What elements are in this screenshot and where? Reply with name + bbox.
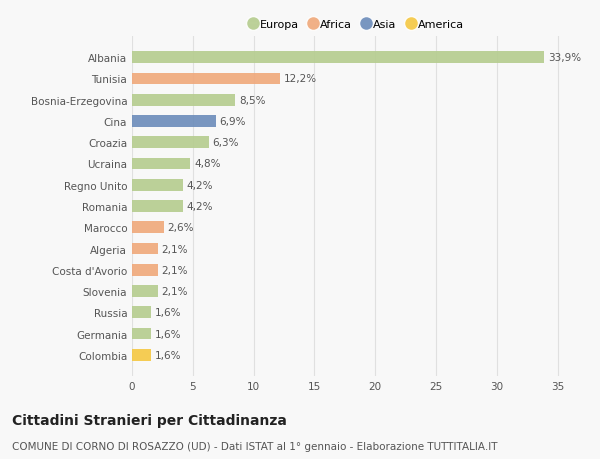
Bar bbox=[132, 349, 151, 361]
Bar bbox=[132, 201, 183, 213]
Text: 6,3%: 6,3% bbox=[212, 138, 239, 148]
Text: 1,6%: 1,6% bbox=[155, 308, 182, 318]
Text: 4,8%: 4,8% bbox=[194, 159, 221, 169]
Bar bbox=[132, 52, 544, 64]
Bar bbox=[132, 158, 190, 170]
Text: 4,2%: 4,2% bbox=[187, 180, 213, 190]
Text: 2,6%: 2,6% bbox=[167, 223, 194, 233]
Text: 2,1%: 2,1% bbox=[161, 244, 188, 254]
Bar bbox=[132, 73, 280, 85]
Text: 1,6%: 1,6% bbox=[155, 350, 182, 360]
Text: 4,2%: 4,2% bbox=[187, 202, 213, 212]
Bar bbox=[132, 264, 158, 276]
Text: 2,1%: 2,1% bbox=[161, 286, 188, 297]
Text: 1,6%: 1,6% bbox=[155, 329, 182, 339]
Bar bbox=[132, 179, 183, 191]
Bar bbox=[132, 222, 164, 234]
Text: 8,5%: 8,5% bbox=[239, 95, 266, 106]
Bar bbox=[132, 137, 209, 149]
Bar bbox=[132, 243, 158, 255]
Bar bbox=[132, 307, 151, 319]
Text: COMUNE DI CORNO DI ROSAZZO (UD) - Dati ISTAT al 1° gennaio - Elaborazione TUTTIT: COMUNE DI CORNO DI ROSAZZO (UD) - Dati I… bbox=[12, 441, 497, 451]
Text: Cittadini Stranieri per Cittadinanza: Cittadini Stranieri per Cittadinanza bbox=[12, 413, 287, 427]
Text: 6,9%: 6,9% bbox=[220, 117, 246, 127]
Text: 12,2%: 12,2% bbox=[284, 74, 317, 84]
Bar bbox=[132, 285, 158, 297]
Bar bbox=[132, 116, 216, 128]
Text: 33,9%: 33,9% bbox=[548, 53, 581, 63]
Text: 2,1%: 2,1% bbox=[161, 265, 188, 275]
Legend: Europa, Africa, Asia, America: Europa, Africa, Asia, America bbox=[245, 15, 469, 35]
Bar bbox=[132, 95, 235, 106]
Bar bbox=[132, 328, 151, 340]
